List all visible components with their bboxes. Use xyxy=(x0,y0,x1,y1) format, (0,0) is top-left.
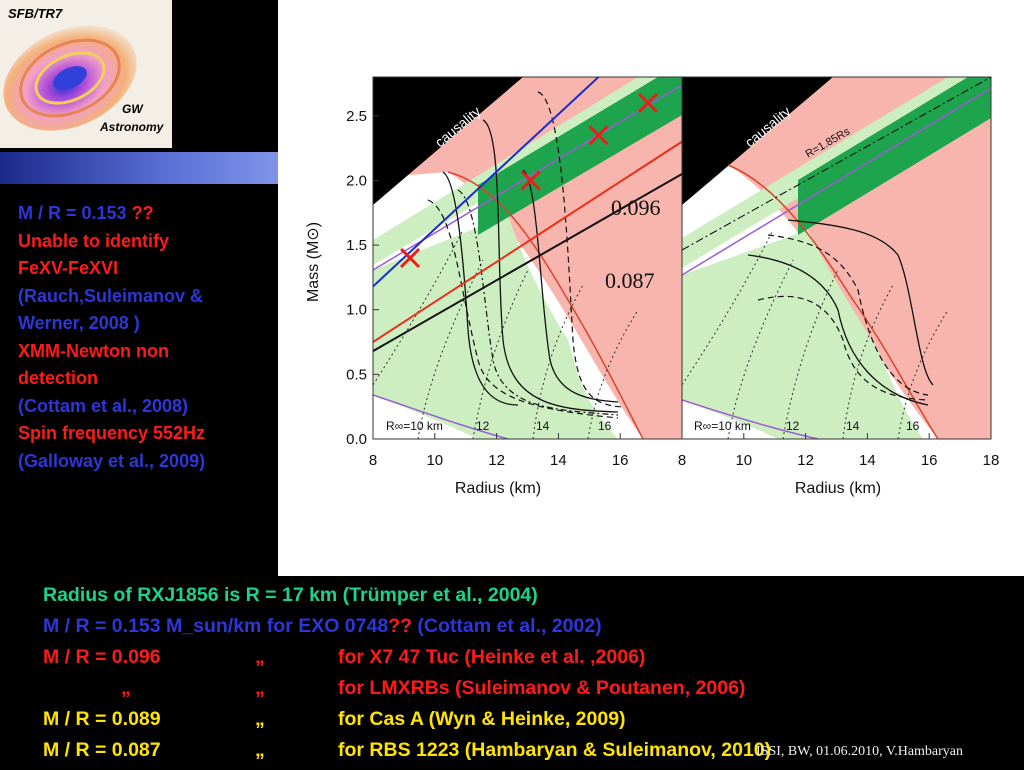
ratio-line xyxy=(373,140,682,343)
rinf-label-left-12: 12 xyxy=(476,419,490,433)
cross-marker xyxy=(588,125,609,146)
rinf-label-left-16: 16 xyxy=(598,419,612,433)
ratio-line xyxy=(373,77,600,288)
x-axis-title-left: Radius (km) xyxy=(455,480,541,497)
line-label-0096: 0.096 xyxy=(611,195,661,220)
x-tick-label: 16 xyxy=(612,452,629,469)
note-line: XMM-Newton non xyxy=(18,340,169,361)
note-line: M / R = 0.153 ?? xyxy=(18,203,154,223)
line-label-0087: 0.087 xyxy=(605,268,655,293)
rinf-label-left: R∞=10 km xyxy=(386,419,443,433)
right-panel-plot-area xyxy=(682,77,991,439)
x-tick-label: 10 xyxy=(426,452,443,469)
cross-marker xyxy=(637,92,659,113)
x-tick-label: 14 xyxy=(859,452,876,469)
x-tick-label: 8 xyxy=(678,452,686,469)
rinf-label-left-14: 14 xyxy=(536,419,550,433)
rinf-label-right-16: 16 xyxy=(906,419,920,433)
logo-caption-2: Astronomy xyxy=(99,120,165,134)
note-line: Werner, 2008 ) xyxy=(18,313,140,333)
x-tick-label: 14 xyxy=(550,452,567,469)
rinf-label-right-12: 12 xyxy=(786,419,800,433)
x-tick-label: 12 xyxy=(488,452,505,469)
cross-marker xyxy=(520,170,541,191)
ratio-line xyxy=(373,173,682,352)
logo-image: SFB/TR7 GW Astronomy xyxy=(0,0,172,148)
y-tick-label: 0.5 xyxy=(346,366,367,383)
mass-radius-figure: causality causality R=1.85Rs R∞=10 km 12… xyxy=(278,0,1024,576)
x-tick-label: 16 xyxy=(921,452,938,469)
rinf-label-right-14: 14 xyxy=(846,419,860,433)
footer-credit: ISSI, BW, 01.06.2010, V.Hambaryan xyxy=(756,744,964,759)
note-line: Unable to identify xyxy=(18,230,170,251)
x-axis-title-right: Radius (km) xyxy=(795,480,881,497)
y-tick-label: 0.0 xyxy=(346,431,367,448)
note-line: Spin frequency 552Hz xyxy=(18,423,206,443)
x-tick-label: 18 xyxy=(983,452,1000,469)
x-tick-label: 8 xyxy=(369,452,377,469)
rinf-label-right: R∞=10 km xyxy=(694,419,751,433)
x-tick-label: 12 xyxy=(797,452,814,469)
y-tick-label: 1.0 xyxy=(346,302,367,319)
note-line: detection xyxy=(18,368,99,388)
notes-panel: M / R = 0.153 ?? Unable to identify FeXV… xyxy=(18,200,276,475)
y-tick-label: 2.5 xyxy=(346,108,367,125)
y-tick-label: 1.5 xyxy=(346,237,367,254)
note-line: (Cottam et al., 2008) xyxy=(18,395,189,416)
logo-caption-1: GW xyxy=(122,102,144,116)
decorative-stripe xyxy=(0,152,278,184)
note-line: (Galloway et al., 2009) xyxy=(18,450,206,471)
y-axis-title: Mass (M⊙) xyxy=(305,222,322,302)
y-tick-label: 2.0 xyxy=(346,172,367,189)
cross-marker xyxy=(400,247,421,269)
note-line: (Rauch,Suleimanov & xyxy=(18,285,204,306)
left-panel-plot-area xyxy=(373,77,682,439)
logo-title: SFB/TR7 xyxy=(8,6,63,21)
note-line: FeXV-FeXVI xyxy=(18,258,119,278)
x-tick-label: 10 xyxy=(735,452,752,469)
